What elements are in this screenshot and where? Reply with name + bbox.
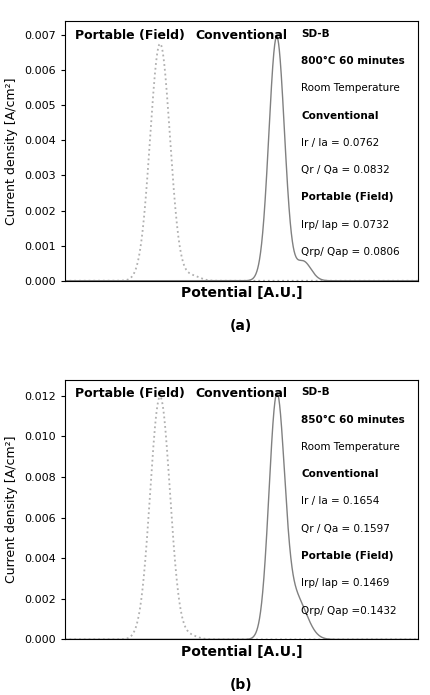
X-axis label: Potential [A.U.]: Potential [A.U.] xyxy=(180,645,301,659)
Text: (a): (a) xyxy=(230,319,252,333)
Text: Conventional: Conventional xyxy=(195,28,287,42)
Text: Qr / Qa = 0.1597: Qr / Qa = 0.1597 xyxy=(301,524,390,534)
Text: Conventional: Conventional xyxy=(301,111,378,120)
Text: Qrp/ Qap =0.1432: Qrp/ Qap =0.1432 xyxy=(301,605,396,616)
Text: Room Temperature: Room Temperature xyxy=(301,442,399,452)
Text: SD-B: SD-B xyxy=(301,28,329,39)
Text: SD-B: SD-B xyxy=(301,387,329,398)
Text: Portable (Field): Portable (Field) xyxy=(301,193,393,202)
Text: (b): (b) xyxy=(230,678,252,692)
Text: Qr / Qa = 0.0832: Qr / Qa = 0.0832 xyxy=(301,165,389,175)
Y-axis label: Current density [A/cm²]: Current density [A/cm²] xyxy=(5,436,18,583)
Text: 800°C 60 minutes: 800°C 60 minutes xyxy=(301,56,404,66)
Y-axis label: Current density [A/cm²]: Current density [A/cm²] xyxy=(5,77,18,224)
Text: Irp/ Iap = 0.1469: Irp/ Iap = 0.1469 xyxy=(301,578,389,589)
Text: Room Temperature: Room Temperature xyxy=(301,83,399,93)
Text: Qrp/ Qap = 0.0806: Qrp/ Qap = 0.0806 xyxy=(301,247,399,257)
Text: Irp/ Iap = 0.0732: Irp/ Iap = 0.0732 xyxy=(301,220,389,229)
Text: Portable (Field): Portable (Field) xyxy=(301,551,393,561)
Text: Ir / Ia = 0.0762: Ir / Ia = 0.0762 xyxy=(301,138,379,148)
Text: 850°C 60 minutes: 850°C 60 minutes xyxy=(301,415,404,425)
Text: Ir / Ia = 0.1654: Ir / Ia = 0.1654 xyxy=(301,496,379,507)
Text: Portable (Field): Portable (Field) xyxy=(75,28,184,42)
Text: Portable (Field): Portable (Field) xyxy=(75,387,184,400)
X-axis label: Potential [A.U.]: Potential [A.U.] xyxy=(180,286,301,300)
Text: Conventional: Conventional xyxy=(301,469,378,479)
Text: Conventional: Conventional xyxy=(195,387,287,400)
